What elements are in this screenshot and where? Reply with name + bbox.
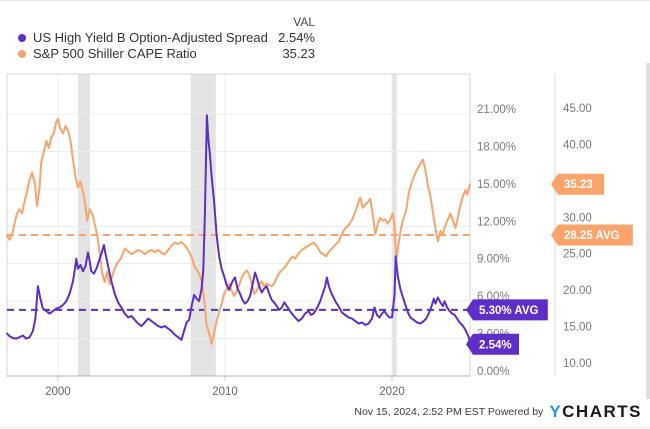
series-dot-icon <box>18 50 26 58</box>
svg-text:35.23: 35.23 <box>564 179 593 191</box>
y-right-tick-label: 40.00 <box>563 139 592 151</box>
value-badge: 28.25 AVG <box>551 224 633 246</box>
recession-band <box>78 74 90 376</box>
y-right-tick-label: 15.00 <box>563 322 592 334</box>
timestamp: Nov 15, 2024, 2:52 PM EST Powered by <box>354 406 544 418</box>
series-dot-icon <box>18 34 26 42</box>
y-right-tick-label: 10.00 <box>563 358 592 370</box>
y-left-tick-label: 21.00% <box>477 104 516 116</box>
y-left-tick-label: 12.00% <box>477 216 516 228</box>
x-axis-tick-label: 2020 <box>379 386 405 398</box>
ycharts-logo[interactable]: YCHARTS <box>549 402 642 422</box>
value-badge: 5.30% AVG <box>466 299 548 321</box>
x-axis-tick-label: 2000 <box>45 386 71 398</box>
legend-label: US High Yield B Option-Adjusted Spread <box>33 30 268 45</box>
svg-text:2.54%: 2.54% <box>479 339 512 351</box>
value-badge: 35.23 <box>551 173 604 195</box>
scrollbar-strip[interactable] <box>646 63 650 399</box>
legend-label: S&P 500 Shiller CAPE Ratio <box>33 46 197 61</box>
y-right-tick-label: 20.00 <box>563 285 592 297</box>
svg-text:28.25 AVG: 28.25 AVG <box>564 230 620 242</box>
legend-item-shiller-cape[interactable]: S&P 500 Shiller CAPE Ratio 35.23 <box>0 46 650 62</box>
y-left-tick-label: 18.00% <box>477 142 516 154</box>
x-axis-tick-label: 2010 <box>212 386 238 398</box>
y-right-tick-label: 25.00 <box>563 249 592 261</box>
y-left-tick-label: 9.00% <box>477 254 510 266</box>
chart-footer: Nov 15, 2024, 2:52 PM EST Powered by YCH… <box>354 400 642 424</box>
recession-band <box>190 74 216 376</box>
y-right-tick-label: 30.00 <box>563 212 592 224</box>
legend-value: 35.23 <box>282 46 315 61</box>
y-left-tick-label: 15.00% <box>477 179 516 191</box>
y-left-tick-label: 0.00% <box>477 366 510 378</box>
ycharts-logo-y: Y <box>549 402 563 421</box>
series-line <box>6 117 471 345</box>
legend-value-column-header: VAL <box>293 15 315 29</box>
legend-item-high-yield-spread[interactable]: US High Yield B Option-Adjusted Spread 2… <box>0 30 650 46</box>
series-line <box>6 114 471 346</box>
chart-legend: VAL US High Yield B Option-Adjusted Spre… <box>0 1 650 67</box>
y-right-tick-label: 45.00 <box>563 103 592 115</box>
ycharts-logo-charts: CHARTS <box>562 402 642 421</box>
legend-value: 2.54% <box>278 30 315 45</box>
value-badge: 2.54% <box>466 333 519 355</box>
svg-text:5.30% AVG: 5.30% AVG <box>479 305 538 317</box>
